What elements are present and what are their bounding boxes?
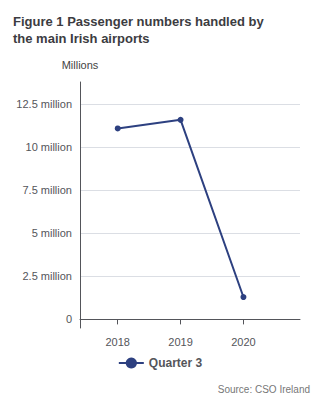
svg-text:2.5 million: 2.5 million	[22, 270, 72, 282]
svg-text:0: 0	[66, 313, 72, 325]
svg-text:12.5 million: 12.5 million	[16, 98, 72, 110]
svg-text:2018: 2018	[105, 336, 129, 348]
svg-text:Millions: Millions	[62, 59, 99, 71]
svg-text:Source: CSO Ireland: Source: CSO Ireland	[218, 384, 310, 395]
svg-text:7.5 million: 7.5 million	[22, 184, 72, 196]
svg-text:10 million: 10 million	[26, 141, 72, 153]
svg-text:Quarter 3: Quarter 3	[149, 356, 203, 370]
svg-text:5 million: 5 million	[32, 227, 72, 239]
svg-text:2019: 2019	[168, 336, 192, 348]
svg-text:Figure 1 Passenger numbers han: Figure 1 Passenger numbers handled by	[13, 14, 264, 29]
svg-text:2020: 2020	[231, 336, 255, 348]
svg-text:the main Irish airports: the main Irish airports	[13, 31, 150, 46]
